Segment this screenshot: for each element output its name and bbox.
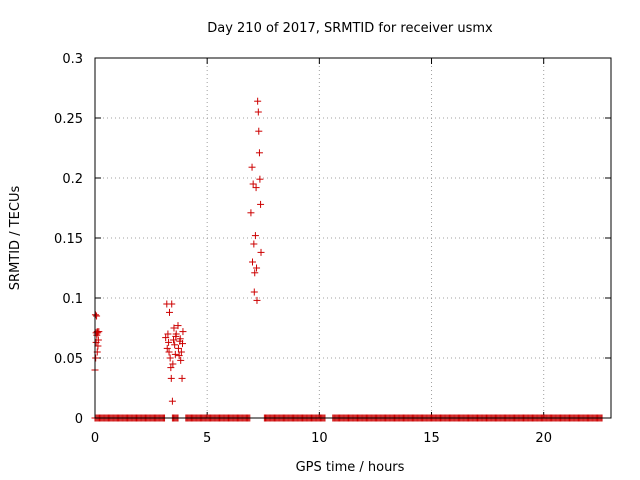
data-point xyxy=(93,312,101,320)
data-point xyxy=(178,340,186,348)
data-point xyxy=(251,269,259,277)
data-point xyxy=(253,264,261,272)
plot-frame xyxy=(94,57,612,419)
data-point xyxy=(248,258,256,266)
data-point xyxy=(179,328,187,336)
data-point xyxy=(165,338,173,346)
y-tick-label: 0.3 xyxy=(62,52,83,67)
data-point xyxy=(167,364,175,372)
data-point xyxy=(171,341,179,349)
x-tick-label: 5 xyxy=(203,431,211,446)
data-point xyxy=(178,374,186,382)
y-tick-label: 0.1 xyxy=(62,292,83,307)
y-tick-label: 0.25 xyxy=(54,112,83,127)
data-point xyxy=(254,108,262,116)
data-point xyxy=(170,336,178,344)
data-point xyxy=(166,354,174,362)
data-point xyxy=(257,248,265,256)
data-points xyxy=(91,97,606,422)
data-point xyxy=(169,360,177,368)
data-point xyxy=(167,374,175,382)
data-point xyxy=(174,322,182,330)
tick-labels: 0 5 10 15 20 0 0.05 0.1 0.15 0.2 0.25 0.3 xyxy=(54,52,552,446)
data-point xyxy=(165,308,173,316)
data-point xyxy=(163,344,171,352)
data-point xyxy=(249,180,257,188)
data-point xyxy=(251,232,259,240)
data-point xyxy=(168,397,176,405)
x-axis-label: GPS time / hours xyxy=(296,460,405,475)
data-point xyxy=(257,200,265,208)
data-point xyxy=(170,324,178,332)
data-point xyxy=(95,328,103,336)
x-tick-label: 15 xyxy=(423,431,440,446)
grid-lines xyxy=(95,58,611,418)
data-point xyxy=(252,184,260,192)
data-point xyxy=(171,350,179,358)
y-tick-label: 0 xyxy=(75,412,83,427)
data-point xyxy=(254,97,262,105)
data-point xyxy=(177,356,185,364)
data-point xyxy=(94,336,102,344)
data-point xyxy=(250,288,258,296)
x-tick-label: 20 xyxy=(535,431,552,446)
data-point xyxy=(247,209,255,217)
data-point xyxy=(248,163,256,171)
data-point xyxy=(255,127,263,135)
data-point xyxy=(253,296,261,304)
data-point xyxy=(94,342,102,350)
data-point xyxy=(174,344,182,352)
data-point xyxy=(177,348,185,356)
y-tick-label: 0.15 xyxy=(54,232,83,247)
chart-title: Day 210 of 2017, SRMTID for receiver usm… xyxy=(207,21,493,36)
x-tick-label: 0 xyxy=(91,431,99,446)
y-tick-label: 0.05 xyxy=(54,352,83,367)
data-point xyxy=(168,300,176,308)
y-tick-label: 0.2 xyxy=(62,172,83,187)
data-point xyxy=(255,149,263,157)
data-point xyxy=(250,240,258,248)
data-point xyxy=(162,334,170,342)
y-axis-label: SRMTID / TECUs xyxy=(8,186,23,291)
data-point xyxy=(175,352,183,360)
data-point xyxy=(164,330,172,338)
data-point xyxy=(176,335,184,343)
x-tick-label: 10 xyxy=(311,431,328,446)
data-point xyxy=(172,330,180,338)
data-point xyxy=(165,348,173,356)
data-point xyxy=(92,354,100,362)
data-point xyxy=(256,175,264,183)
